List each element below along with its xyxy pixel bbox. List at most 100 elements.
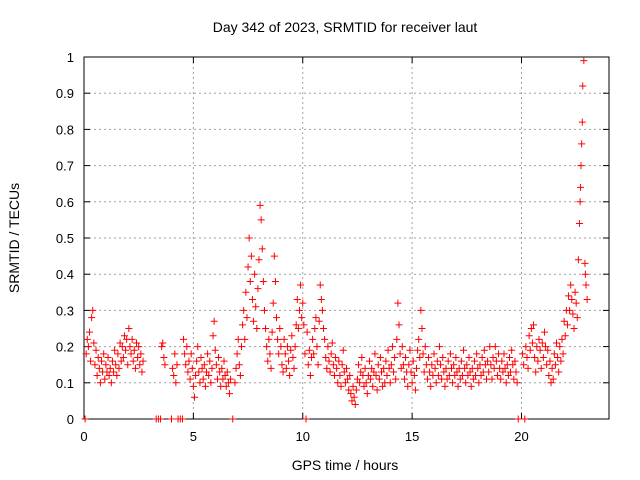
- data-point: [372, 372, 380, 380]
- data-point: [134, 353, 142, 361]
- data-point: [519, 350, 527, 358]
- data-point: [258, 245, 266, 253]
- data-point: [243, 314, 251, 322]
- data-point: [308, 353, 315, 361]
- data-point: [337, 382, 345, 390]
- data-point: [338, 361, 346, 369]
- data-point: [470, 357, 478, 365]
- data-point: [497, 375, 505, 383]
- data-point: [509, 361, 517, 369]
- data-point: [89, 306, 97, 314]
- data-point: [101, 375, 109, 383]
- data-point: [532, 368, 540, 376]
- y-axis-label: SRMTID / TECUs: [6, 183, 22, 293]
- data-point: [293, 296, 301, 304]
- data-point: [523, 353, 531, 361]
- data-point: [557, 357, 565, 365]
- data-point: [397, 364, 405, 372]
- data-point: [126, 343, 134, 351]
- data-point: [347, 390, 355, 398]
- data-point: [566, 306, 574, 314]
- data-point: [409, 357, 417, 365]
- data-point: [577, 183, 585, 191]
- data-point: [565, 292, 573, 300]
- data-point: [219, 375, 227, 383]
- data-point: [414, 346, 422, 354]
- data-point: [124, 361, 132, 369]
- data-point: [195, 368, 203, 376]
- data-point: [555, 368, 563, 376]
- data-point: [559, 350, 567, 358]
- data-point: [279, 368, 287, 376]
- data-point: [463, 361, 471, 369]
- data-point: [93, 372, 101, 380]
- data-point: [428, 361, 436, 369]
- data-point: [421, 343, 429, 351]
- data-point: [255, 256, 263, 264]
- data-point: [444, 357, 452, 365]
- data-point: [321, 335, 329, 343]
- data-point: [446, 350, 454, 358]
- data-point: [431, 364, 439, 372]
- data-point: [357, 368, 365, 376]
- data-point: [358, 353, 366, 361]
- data-point: [170, 372, 178, 380]
- data-point: [299, 299, 307, 307]
- data-point: [275, 350, 283, 358]
- data-point: [544, 346, 552, 354]
- grid: [84, 57, 609, 419]
- data-point: [108, 357, 116, 365]
- data-point: [229, 415, 237, 423]
- y-tick-label: 0.2: [56, 340, 74, 355]
- data-point: [384, 346, 392, 354]
- data-point: [111, 346, 119, 354]
- data-point: [172, 379, 180, 387]
- data-point: [159, 339, 167, 347]
- data-point: [563, 321, 571, 329]
- data-point: [513, 379, 521, 387]
- data-point: [136, 361, 144, 369]
- data-point: [530, 321, 538, 329]
- y-tick-label: 0.4: [56, 267, 74, 282]
- data-point: [487, 361, 495, 369]
- data-point: [388, 343, 396, 351]
- data-point: [139, 357, 147, 365]
- data-point: [395, 321, 403, 329]
- data-point: [521, 415, 529, 423]
- data-point: [346, 372, 354, 380]
- data-point: [280, 335, 288, 343]
- data-point: [318, 306, 326, 314]
- data-point: [328, 339, 336, 347]
- data-point: [253, 325, 261, 332]
- data-point: [546, 357, 554, 365]
- data-point: [189, 382, 197, 390]
- data-point: [283, 343, 291, 351]
- data-point: [569, 310, 577, 318]
- data-point: [512, 368, 520, 376]
- data-point: [290, 364, 298, 372]
- data-point: [137, 350, 145, 358]
- data-point: [269, 299, 277, 307]
- data-point: [418, 325, 426, 332]
- data-point: [313, 343, 321, 351]
- data-point: [578, 140, 586, 148]
- data-point: [181, 350, 189, 358]
- data-point: [239, 321, 247, 329]
- data-point: [453, 368, 461, 376]
- y-tick-label: 0.5: [56, 231, 74, 246]
- data-point: [171, 350, 179, 358]
- data-point: [301, 350, 309, 358]
- data-point: [102, 361, 110, 369]
- data-point: [475, 379, 483, 387]
- data-point: [282, 364, 290, 372]
- data-point: [407, 368, 415, 376]
- data-point: [234, 335, 242, 343]
- data-point: [548, 364, 556, 372]
- data-point: [224, 379, 232, 387]
- data-point: [528, 339, 536, 347]
- y-tick-label: 0.7: [56, 159, 74, 174]
- data-point: [394, 299, 402, 307]
- data-point: [267, 364, 275, 372]
- data-point: [537, 364, 545, 372]
- data-point: [244, 263, 252, 271]
